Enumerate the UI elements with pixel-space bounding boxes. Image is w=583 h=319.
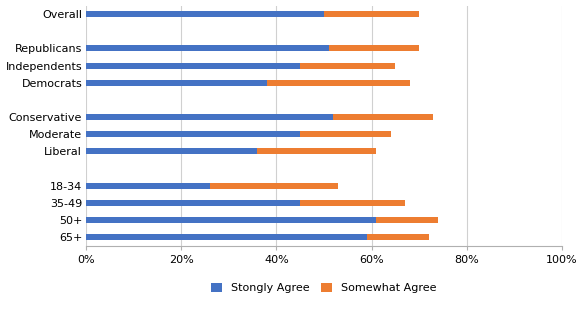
Bar	[86, 45, 329, 51]
Bar	[86, 11, 324, 17]
Bar	[258, 148, 376, 154]
Bar	[333, 114, 433, 120]
Bar	[86, 217, 376, 223]
Bar	[329, 45, 419, 51]
Bar	[86, 114, 333, 120]
Bar	[86, 200, 300, 206]
Bar	[367, 234, 429, 240]
Legend: Stongly Agree, Somewhat Agree: Stongly Agree, Somewhat Agree	[212, 283, 437, 293]
Bar	[300, 63, 395, 69]
Bar	[86, 63, 300, 69]
Bar	[300, 131, 391, 137]
Bar	[86, 183, 210, 189]
Bar	[300, 200, 405, 206]
Bar	[86, 131, 300, 137]
Bar	[324, 11, 419, 17]
Bar	[86, 234, 367, 240]
Bar	[86, 148, 258, 154]
Bar	[376, 217, 438, 223]
Bar	[86, 80, 267, 86]
Bar	[267, 80, 409, 86]
Bar	[210, 183, 338, 189]
